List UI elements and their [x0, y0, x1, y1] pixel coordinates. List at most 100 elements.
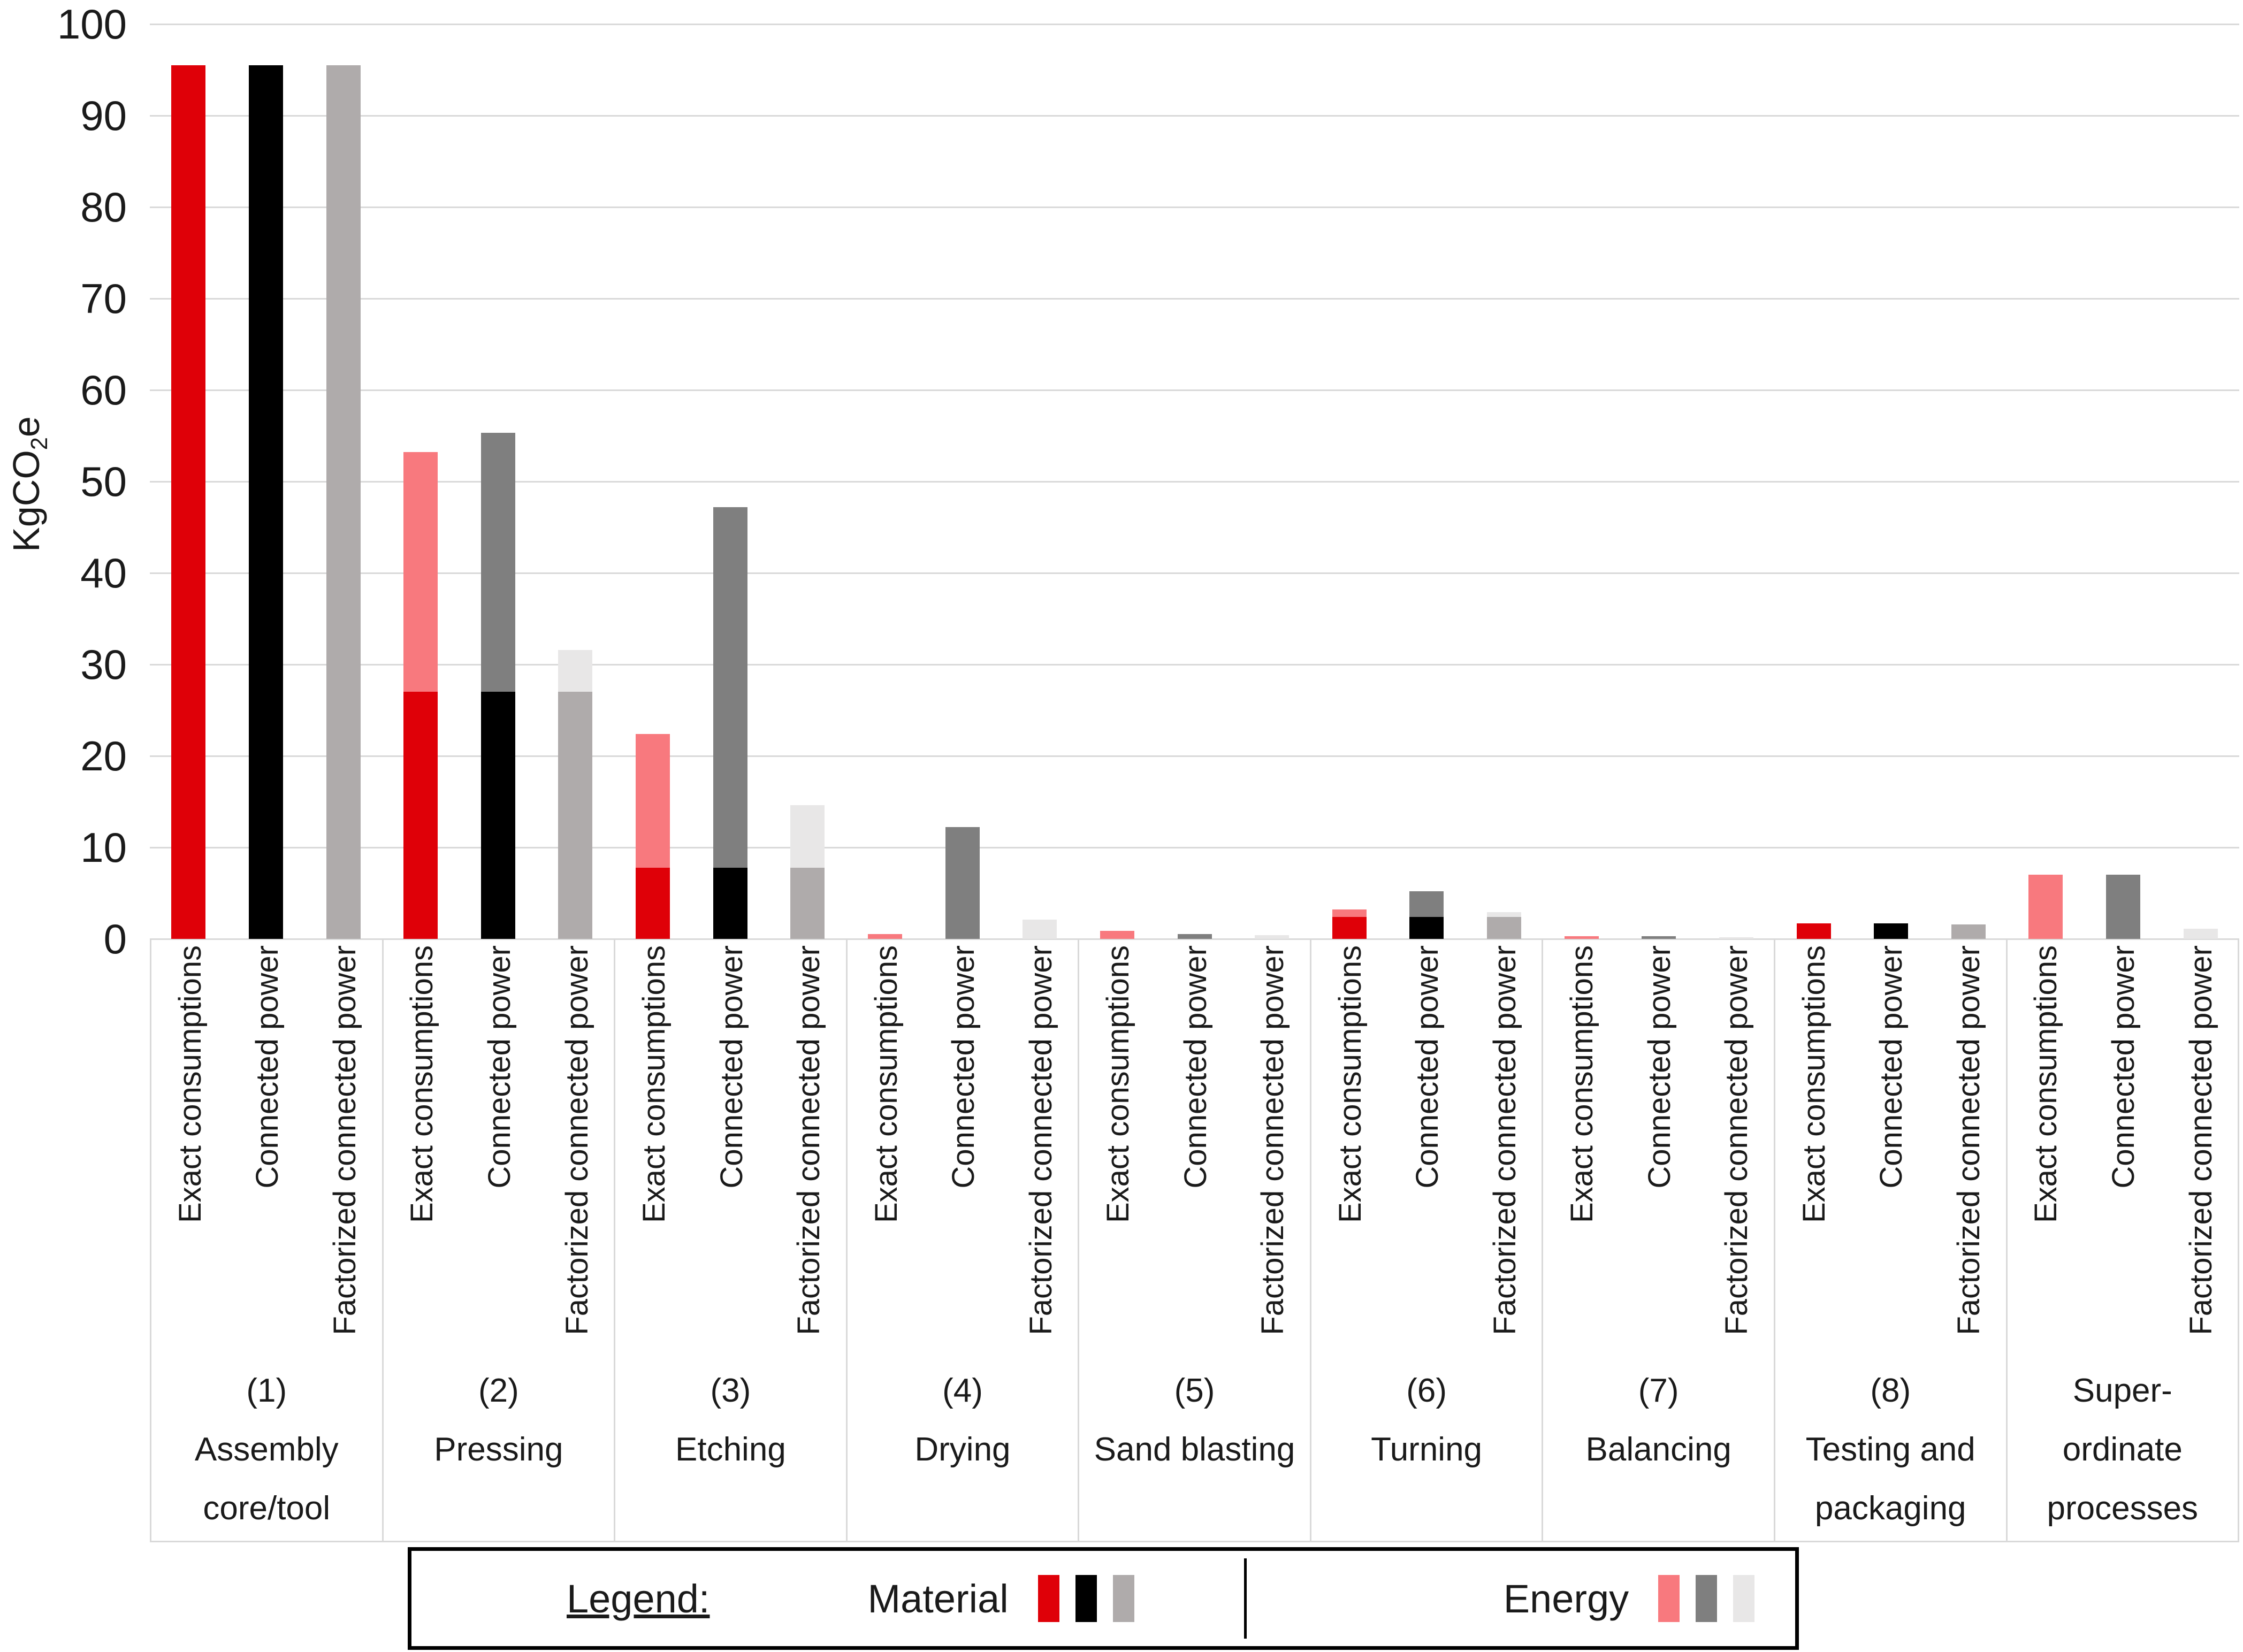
bar-segment-energy [1564, 936, 1599, 939]
y-tick-label: 20 [80, 732, 127, 779]
category-cell: Exact consumptions Connected power Factori… [848, 939, 1080, 1541]
y-tick-label: 100 [57, 1, 127, 48]
bar [480, 433, 515, 939]
category-cell: Exact consumptions Connected power Factori… [151, 939, 384, 1541]
bar [2106, 875, 2141, 939]
group-label-line: Drying [914, 1431, 1011, 1468]
bar-segment-energy [480, 433, 515, 692]
bar [1100, 930, 1134, 939]
bar-label: Factorized connected power [1487, 945, 1522, 1335]
bar-label: Factorized connected power [2183, 945, 2218, 1335]
bar-label: Factorized connected power [1255, 945, 1291, 1335]
bar-label: Connected power [1642, 945, 1677, 1189]
bar-label-slot: Factorized connected power [323, 945, 368, 1335]
bar [1255, 935, 1290, 939]
bar-label: Connected power [714, 945, 749, 1189]
category-cell: Exact consumptions Connected power Factori… [1543, 939, 1775, 1541]
bar-label: Factorized connected power [1951, 945, 1986, 1335]
bar-label: Exact consumptions [868, 945, 904, 1223]
bar-label-slot: Connected power [1869, 945, 1914, 1189]
bar-label: Connected power [1874, 945, 1909, 1189]
bar-segment-material [1409, 916, 1444, 939]
bar-label: Factorized connected power [791, 945, 827, 1335]
group-label-line: Pressing [434, 1431, 563, 1468]
bar-segment-energy [713, 507, 747, 868]
legend-energy-label: Energy [1503, 1576, 1629, 1621]
group-label-line: (6) [1406, 1372, 1447, 1409]
bar-segment-energy [2106, 875, 2141, 939]
group-label: (3) Etching [615, 1362, 846, 1479]
bar [1951, 924, 1986, 939]
group-label: Super-ordinate processes [2008, 1362, 2238, 1538]
category-cell: Exact consumptions Connected power Factori… [1775, 939, 2008, 1541]
bar [1642, 936, 1676, 939]
gridline [150, 389, 2239, 391]
legend-swatch-energy-1 [1696, 1575, 1718, 1622]
gridline [150, 572, 2239, 574]
bar-label-slot: Exact consumptions [2024, 945, 2069, 1223]
bar-label-slot: Connected power [1637, 945, 1682, 1189]
bar [1487, 912, 1522, 939]
gridline [150, 23, 2239, 25]
bar-label: Connected power [250, 945, 285, 1189]
bar [171, 65, 206, 939]
bar-label: Connected power [2105, 945, 2141, 1189]
bar-segment-material [558, 692, 593, 939]
bar-segment-energy [1100, 930, 1134, 939]
category-cell: Exact consumptions Connected power Factori… [1079, 939, 1311, 1541]
bar-segment-energy [1487, 912, 1522, 917]
legend-title: Legend: [567, 1576, 710, 1621]
bar [326, 65, 361, 939]
bar-label: Connected power [1178, 945, 1213, 1189]
group-label: (5) Sand blasting [1079, 1362, 1310, 1479]
bar [1874, 923, 1909, 939]
bar-segment-material [480, 692, 515, 939]
gridline [150, 114, 2239, 117]
bar-label: Connected power [946, 945, 981, 1189]
bar-segment-energy [1255, 935, 1290, 939]
category-axis-band: Exact consumptions Connected power Factori… [150, 939, 2240, 1542]
bar [2183, 929, 2218, 939]
bar-segment-energy [867, 934, 902, 939]
group-label-line: (3) [710, 1372, 751, 1409]
group-label-line: (7) [1638, 1372, 1679, 1409]
group-label-line: (5) [1174, 1372, 1215, 1409]
bar [403, 452, 438, 939]
bar-label: Exact consumptions [1796, 945, 1832, 1223]
bar-label-slot: Connected power [709, 945, 754, 1189]
group-label-line: packaging [1814, 1490, 1966, 1527]
bar-label-slot: Connected power [941, 945, 986, 1189]
bar-label-slot: Connected power [1405, 945, 1450, 1189]
bar-segment-energy [403, 452, 438, 692]
bar [867, 934, 902, 939]
bar [558, 649, 593, 939]
group-label-line: Turning [1371, 1431, 1483, 1468]
gridline [150, 846, 2239, 848]
bar-label: Exact consumptions [636, 945, 672, 1223]
bar-label-slot: Factorized connected power [1947, 945, 1992, 1335]
bar [1409, 891, 1444, 939]
bar-segment-energy [1023, 920, 1057, 939]
y-tick-label: 90 [80, 92, 127, 139]
bar [945, 827, 980, 939]
bar-segment-energy [1409, 891, 1444, 917]
group-label: (8) Testing and packaging [1775, 1362, 2006, 1538]
legend-material-swatches [1037, 1575, 1134, 1622]
bar [248, 65, 283, 939]
bar-segment-energy [1719, 937, 1753, 939]
category-cell: Exact consumptions Connected power Factori… [384, 939, 616, 1541]
group-label: (6) Turning [1311, 1362, 1542, 1479]
bar-label-slot: Connected power [477, 945, 522, 1189]
bar-label-slot: Factorized connected power [2178, 945, 2223, 1335]
legend-swatch-material-2 [1112, 1575, 1134, 1622]
bar [1796, 923, 1831, 939]
bar [1719, 937, 1753, 939]
bar-segment-energy [790, 805, 825, 868]
bar-label-slot: Factorized connected power [1482, 945, 1527, 1335]
bar-label-slot: Connected power [1173, 945, 1218, 1189]
bar [713, 507, 747, 939]
y-tick-label: 60 [80, 366, 127, 414]
bar-label: Factorized connected power [1719, 945, 1754, 1335]
bar-segment-energy [2028, 875, 2063, 939]
gridline [150, 755, 2239, 757]
